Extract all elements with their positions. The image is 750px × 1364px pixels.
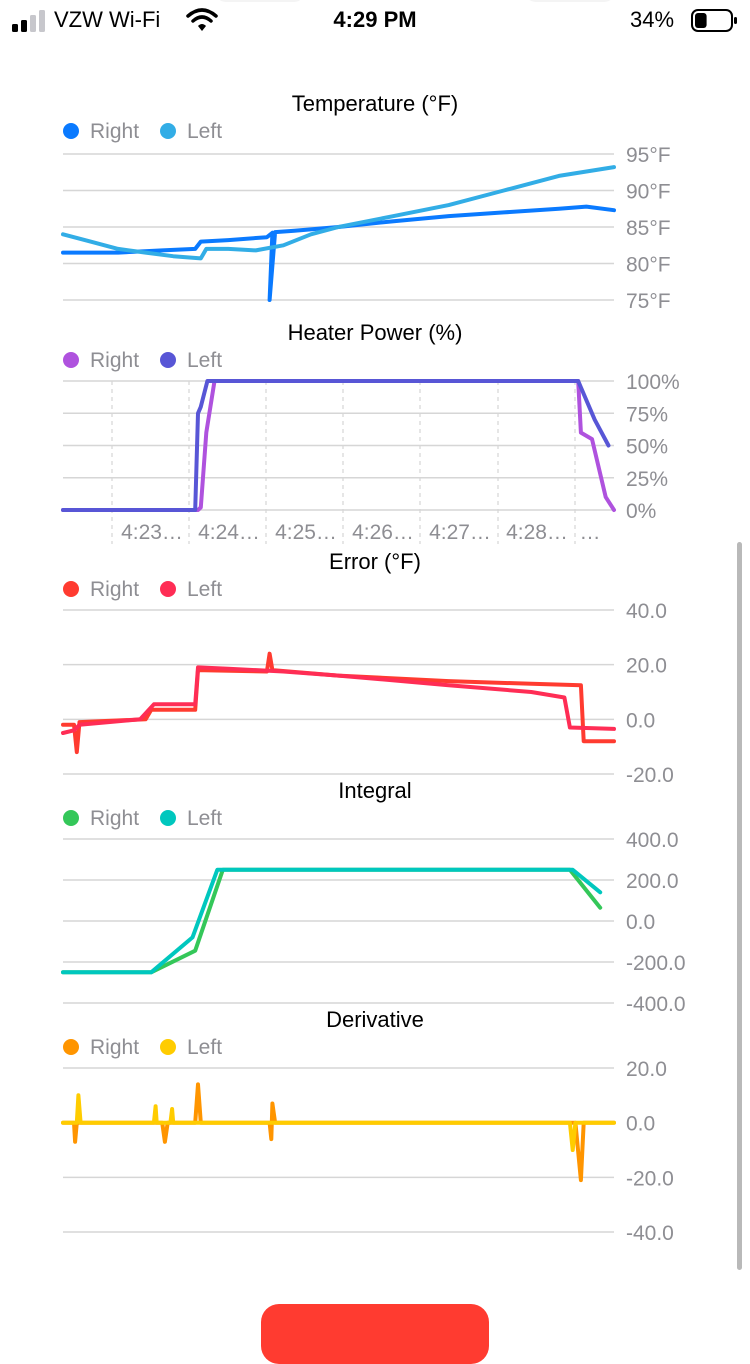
- y-tick-label: 85°F: [626, 217, 671, 240]
- x-tick-label: 4:28…: [506, 521, 568, 544]
- legend-label: Right: [90, 349, 139, 372]
- x-tick-label: 4:23…: [121, 521, 183, 544]
- x-tick-label: 4:27…: [429, 521, 491, 544]
- series-line: [61, 1082, 616, 1183]
- y-tick-label: 75%: [626, 403, 668, 426]
- series-line: [61, 665, 616, 735]
- y-tick-label: 0%: [626, 500, 656, 523]
- signal-bars-icon: [12, 10, 45, 32]
- series-line: [61, 1093, 616, 1152]
- legend-label: Right: [90, 120, 139, 143]
- chart-title: Derivative: [326, 1007, 424, 1032]
- heater-power-chart: Heater Power (%) Right Left 100% 75% 50% 25% 0%…: [61, 320, 680, 544]
- y-tick-label: 100%: [626, 371, 680, 394]
- legend-label: Left: [187, 807, 222, 830]
- y-tick-label: -20.0: [626, 1167, 674, 1190]
- y-tick-label: 90°F: [626, 181, 671, 204]
- battery-percentage: 34%: [630, 7, 675, 32]
- legend-marker: [63, 1039, 79, 1055]
- y-tick-label: 20.0: [626, 655, 667, 678]
- y-tick-label: 0.0: [626, 1113, 655, 1136]
- carrier-label: VZW Wi-Fi: [54, 7, 161, 32]
- series-line: [61, 379, 611, 512]
- scroll-indicator[interactable]: [737, 542, 742, 1270]
- y-tick-label: 25%: [626, 468, 668, 491]
- legend-label: Right: [90, 807, 139, 830]
- legend-marker: [160, 810, 176, 826]
- error-chart: Error (°F) Right Left 40.0 20.0 0.0 -20.0: [61, 549, 674, 787]
- legend-marker: [160, 123, 176, 139]
- y-tick-label: 20.0: [626, 1058, 667, 1081]
- legend-marker: [63, 123, 79, 139]
- legend-marker: [63, 810, 79, 826]
- y-tick-label: 40.0: [626, 600, 667, 623]
- legend-label: Left: [187, 349, 222, 372]
- derivative-chart: Derivative Right Left 20.0 0.0 -20.0 -40.0: [61, 1007, 674, 1245]
- x-tick-label: 4:26…: [352, 521, 414, 544]
- legend-label: Right: [90, 578, 139, 601]
- legend-label: Left: [187, 120, 222, 143]
- legend-marker: [160, 1039, 176, 1055]
- integral-chart: Integral Right Left 400.0 200.0 0.0 -200.0 -400…: [61, 778, 686, 1016]
- top-edge-shape: [215, 0, 305, 2]
- y-tick-label: 95°F: [626, 144, 671, 167]
- battery-icon: [691, 9, 737, 32]
- chart-title: Integral: [338, 778, 411, 803]
- x-tick-label: …: [580, 521, 601, 544]
- battery-level-fill: [695, 13, 707, 28]
- series-line: [61, 165, 616, 261]
- charts-canvas: Temperature (°F) Right Left 95°F 90°F 85°F 80°…: [61, 91, 686, 1245]
- temperature-chart: Temperature (°F) Right Left 95°F 90°F 85°F 80°…: [61, 91, 671, 313]
- y-tick-label: 50%: [626, 436, 668, 459]
- legend-label: Right: [90, 1036, 139, 1059]
- legend-marker: [160, 352, 176, 368]
- x-tick-label: 4:24…: [198, 521, 260, 544]
- y-tick-label: -40.0: [626, 1222, 674, 1245]
- series-line: [61, 204, 616, 302]
- y-tick-label: -20.0: [626, 764, 674, 787]
- y-tick-label: 0.0: [626, 709, 655, 732]
- status-bar: VZW Wi-Fi 4:29 PM 34%: [0, 0, 750, 44]
- y-tick-label: 80°F: [626, 254, 671, 277]
- legend-label: Left: [187, 578, 222, 601]
- y-tick-label: 75°F: [626, 290, 671, 313]
- wifi-icon: [186, 8, 218, 31]
- y-tick-label: 0.0: [626, 911, 655, 934]
- action-button[interactable]: [261, 1304, 489, 1364]
- series-line: [61, 867, 603, 975]
- clock-time: 4:29 PM: [333, 7, 417, 32]
- legend-marker: [160, 581, 176, 597]
- legend-marker: [63, 581, 79, 597]
- y-tick-label: 200.0: [626, 870, 679, 893]
- legend-marker: [63, 352, 79, 368]
- chart-title: Error (°F): [329, 549, 421, 574]
- chart-title: Heater Power (%): [288, 320, 463, 345]
- y-tick-label: 400.0: [626, 829, 679, 852]
- legend-label: Left: [187, 1036, 222, 1059]
- top-edge-shape: [525, 0, 615, 2]
- series-line: [61, 651, 616, 755]
- y-tick-label: -200.0: [626, 952, 686, 975]
- chart-title: Temperature (°F): [292, 91, 459, 116]
- y-tick-label: -400.0: [626, 993, 686, 1016]
- x-tick-label: 4:25…: [275, 521, 337, 544]
